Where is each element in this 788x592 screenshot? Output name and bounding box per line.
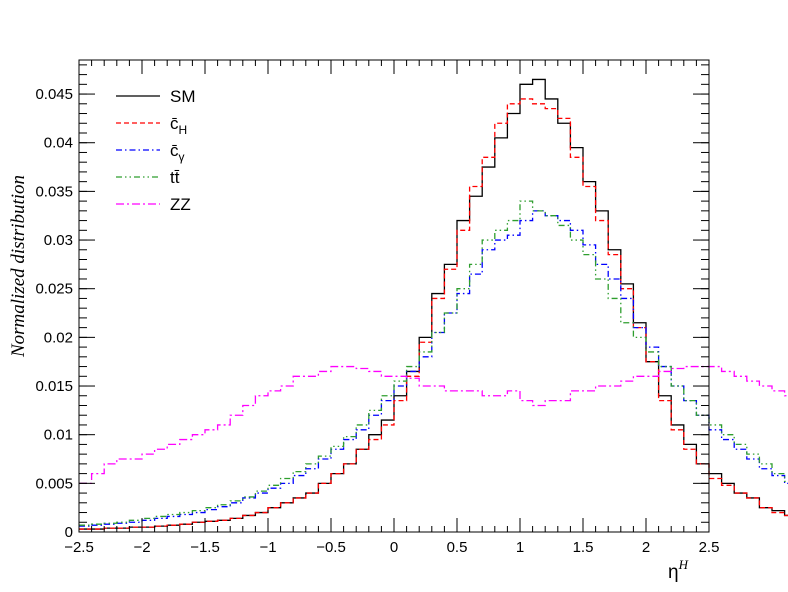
- series-layer: [79, 78, 788, 530]
- y-tick-label: 0.02: [44, 329, 73, 346]
- series-line-0: [79, 78, 788, 530]
- y-tick-label: 0.025: [35, 281, 73, 298]
- y-tick-label: 0: [65, 524, 73, 541]
- ticks-layer: −2.5 −2 −1.5 −1 −0.5 0 0.5 1 1.5 2 2.5 0 0.005 0.01 0.…: [35, 60, 719, 556]
- y-tick-label: 0.01: [44, 427, 73, 444]
- x-tick-label: −1: [259, 539, 276, 556]
- x-tick-label: −1.5: [190, 539, 220, 556]
- x-tick-label: 0.5: [447, 539, 468, 556]
- legend: SM c̄H c̄γ tt̄ ZZ: [116, 87, 196, 214]
- x-tick-label: 1.5: [573, 539, 594, 556]
- y-tick-label: 0.005: [35, 475, 73, 492]
- y-tick-label: 0.03: [44, 232, 73, 249]
- legend-label: tt̄: [170, 168, 180, 187]
- x-tick-label: −0.5: [316, 539, 346, 556]
- y-tick-label: 0.04: [44, 135, 73, 152]
- legend-label: c̄H: [170, 114, 187, 137]
- x-tick-label: 2: [642, 539, 650, 556]
- legend-label: ZZ: [170, 195, 191, 214]
- y-tick-label: 0.035: [35, 183, 73, 200]
- legend-label: SM: [170, 87, 196, 106]
- series-line-3: [79, 200, 788, 526]
- y-tick-label: 0.045: [35, 86, 73, 103]
- y-axis-title: Normalized distribution: [8, 175, 29, 358]
- x-tick-label: 0: [390, 539, 398, 556]
- x-tick-label: −2: [133, 539, 150, 556]
- x-axis-title: ηH: [668, 557, 689, 583]
- y-tick-label: 0.015: [35, 378, 73, 395]
- x-tick-label: 1: [516, 539, 524, 556]
- x-tick-label: 2.5: [699, 539, 720, 556]
- legend-label: c̄γ: [170, 141, 185, 164]
- x-tick-label: −2.5: [64, 539, 94, 556]
